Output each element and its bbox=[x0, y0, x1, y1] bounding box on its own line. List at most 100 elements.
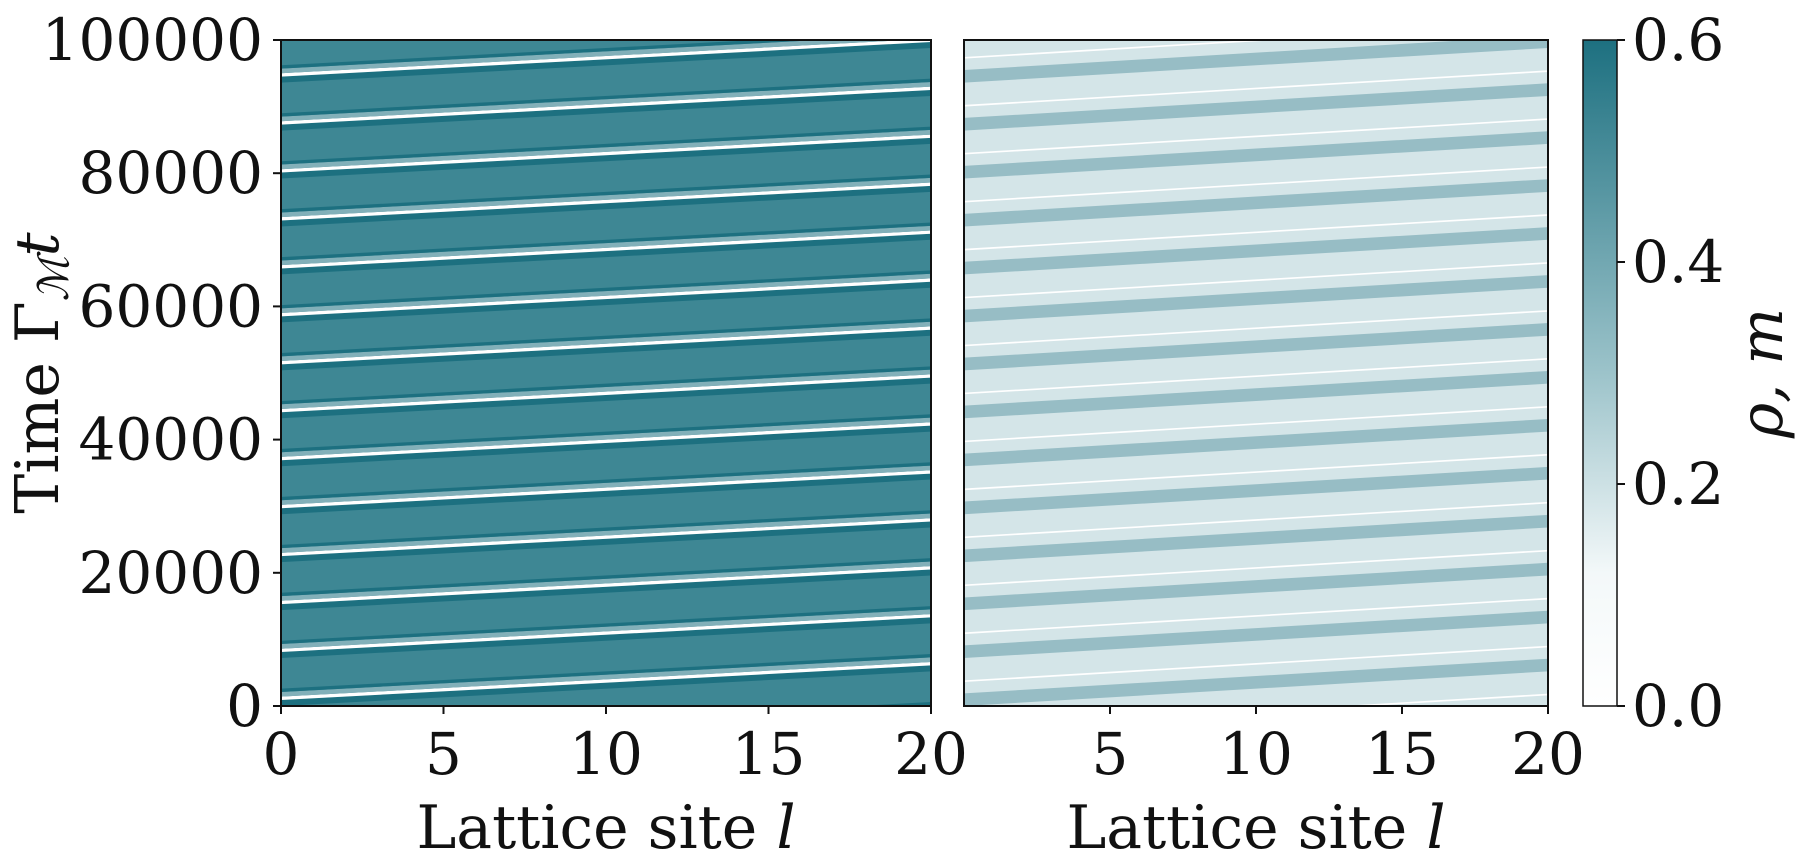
right-stripes-band-3 bbox=[964, 645, 1548, 683]
right-stripes-band-7 bbox=[964, 549, 1548, 587]
left-stripes-band-18 bbox=[281, 513, 931, 553]
right-stripes-band-2 bbox=[964, 658, 1548, 706]
left-stripes-band-55 bbox=[281, 78, 931, 117]
left-stripes-band-62 bbox=[281, 0, 931, 25]
right-stripes-band-19 bbox=[964, 262, 1548, 299]
x-tick-label: 20 bbox=[894, 720, 968, 788]
left-stripes-band-10 bbox=[281, 609, 931, 649]
y-tick-label: 0 bbox=[226, 672, 263, 740]
left-stripes-band-24 bbox=[281, 425, 931, 467]
right-stripes-band-21 bbox=[964, 214, 1548, 251]
left-heatmap-panel bbox=[280, 0, 932, 707]
left-stripes-band-6 bbox=[281, 657, 931, 697]
left-stripes-band-28 bbox=[281, 377, 931, 419]
left-stripes-band-23 bbox=[281, 462, 931, 501]
left-stripes-band-8 bbox=[281, 617, 931, 659]
right-stripes-band-1 bbox=[1340, 693, 1548, 706]
left-stripes-band-12 bbox=[281, 569, 931, 611]
left-stripes-band-36 bbox=[281, 281, 931, 323]
left-stripes-band-15 bbox=[281, 558, 931, 597]
colorbar: 0.0 0.2 0.4 0.6 ρ, m bbox=[1582, 6, 1797, 740]
colorbar-ticks: 0.0 0.2 0.4 0.6 bbox=[1617, 6, 1724, 740]
right-stripes-band-10 bbox=[964, 466, 1548, 515]
x-tick-label: 15 bbox=[1365, 720, 1439, 788]
right-stripes-band-8 bbox=[964, 514, 1548, 563]
right-stripes-band-25 bbox=[964, 118, 1548, 155]
left-stripes-band-50 bbox=[281, 129, 931, 170]
left-stripes-band-32 bbox=[281, 329, 931, 371]
left-stripes-band-26 bbox=[281, 417, 931, 457]
left-stripes-band-9 bbox=[281, 614, 931, 653]
colorbar-tick-label: 0.2 bbox=[1632, 450, 1724, 518]
right-stripes-band-16 bbox=[964, 323, 1548, 371]
x-tick-label: 10 bbox=[569, 720, 643, 788]
left-stripes-band-16 bbox=[281, 521, 931, 563]
left-stripes-band-11 bbox=[281, 606, 931, 645]
left-stripes-band-25 bbox=[281, 422, 931, 461]
left-stripes-band-17 bbox=[281, 518, 931, 557]
left-stripes-band-13 bbox=[281, 566, 931, 605]
right-stripes-band-15 bbox=[964, 358, 1548, 395]
left-stripes-band-45 bbox=[281, 182, 931, 221]
left-stripes-band-52 bbox=[281, 89, 931, 131]
right-stripes-band-9 bbox=[964, 501, 1548, 539]
right-heatmap-panel bbox=[963, 0, 1549, 707]
right-stripes-band-24 bbox=[964, 131, 1548, 179]
x-tick-label: 15 bbox=[732, 720, 806, 788]
right-stripes-band-30 bbox=[964, 0, 1548, 35]
left-stripes-band-53 bbox=[281, 86, 931, 125]
right-stripes-band-27 bbox=[964, 70, 1548, 107]
right-stripes-band-22 bbox=[964, 179, 1548, 227]
left-stripes-band-58 bbox=[281, 40, 906, 74]
right-stripes-band-12 bbox=[964, 418, 1548, 467]
left-stripes-band-44 bbox=[281, 185, 931, 227]
x-tick-label: 5 bbox=[1092, 720, 1129, 788]
left-stripes-band-14 bbox=[281, 561, 931, 601]
y-tick-label: 20000 bbox=[78, 539, 263, 607]
left-stripes-band-21 bbox=[281, 470, 931, 509]
x-tick-label: 10 bbox=[1219, 720, 1293, 788]
x-tick-label: 20 bbox=[1511, 720, 1585, 788]
y-tick-label: 60000 bbox=[78, 272, 263, 340]
left-stripes-band-4 bbox=[281, 665, 931, 706]
left-stripes-band-42 bbox=[281, 225, 931, 266]
y-axis-label: Time Γℳt bbox=[3, 231, 78, 513]
left-stripes-band-48 bbox=[281, 137, 931, 179]
left-stripes-band-54 bbox=[281, 81, 931, 122]
left-stripes-band-41 bbox=[281, 230, 931, 269]
right-stripes-band-23 bbox=[964, 166, 1548, 203]
left-stripes-band-37 bbox=[281, 278, 931, 317]
right-x-axis-ticks: 5 10 15 20 bbox=[1092, 706, 1585, 788]
left-stripes-band-19 bbox=[281, 510, 931, 549]
left-stripes-band-43 bbox=[281, 222, 931, 261]
left-x-axis-ticks: 0 5 10 15 20 bbox=[263, 706, 968, 788]
left-stripes-band-51 bbox=[281, 126, 931, 165]
left-heatmap-stripes bbox=[281, 0, 931, 706]
left-stripes-band-47 bbox=[281, 174, 931, 213]
left-stripes-band-57 bbox=[281, 40, 931, 77]
right-x-axis-label: Lattice site l bbox=[1066, 793, 1445, 860]
left-stripes-band-39 bbox=[281, 270, 931, 309]
right-stripes-band-6 bbox=[964, 562, 1548, 611]
right-stripes-band-11 bbox=[964, 453, 1548, 491]
left-stripes-band-61 bbox=[281, 0, 931, 29]
colorbar-tick-label: 0.6 bbox=[1632, 6, 1724, 74]
right-stripes-band-17 bbox=[964, 310, 1548, 347]
left-stripes-band-5 bbox=[281, 662, 931, 701]
right-stripes-band-18 bbox=[964, 275, 1548, 323]
left-stripes-band-22 bbox=[281, 465, 931, 505]
left-y-axis-ticks: 0 20000 40000 60000 80000 100000 bbox=[42, 6, 281, 740]
right-stripes-band-5 bbox=[964, 597, 1548, 635]
right-stripes-band-13 bbox=[964, 405, 1548, 443]
right-stripes-band-26 bbox=[964, 83, 1548, 131]
left-stripes-band-59 bbox=[281, 40, 819, 69]
right-stripes-band-31 bbox=[964, 0, 1548, 11]
left-stripes-band-27 bbox=[281, 414, 931, 453]
colorbar-label: ρ, m bbox=[1727, 308, 1797, 439]
left-stripes-band-31 bbox=[281, 366, 931, 405]
right-stripes-band-28 bbox=[964, 40, 1548, 83]
left-stripes-band-30 bbox=[281, 369, 931, 409]
left-stripes-band-60 bbox=[281, 0, 931, 35]
left-stripes-band-7 bbox=[281, 654, 931, 693]
left-stripes-band-38 bbox=[281, 273, 931, 314]
